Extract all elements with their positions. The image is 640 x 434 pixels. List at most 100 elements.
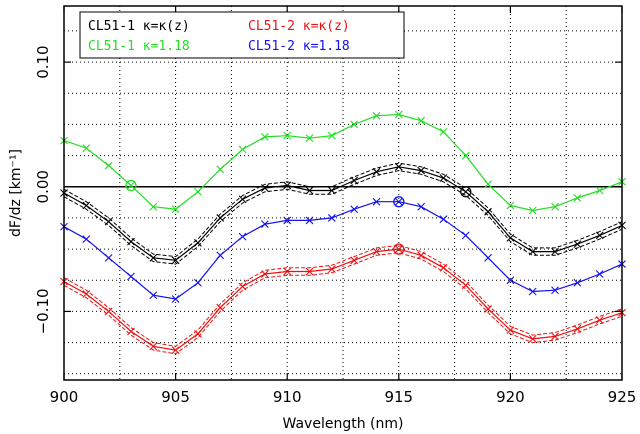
series-1-point-20 <box>506 201 515 210</box>
circled-point-2 <box>393 243 405 255</box>
series-3-line <box>63 201 623 300</box>
series-2-point-8 <box>238 282 247 291</box>
series-0-point-7 <box>216 214 225 222</box>
series-1-point-5 <box>171 205 180 214</box>
series-3-point-16 <box>417 202 426 211</box>
series-0-point-15 <box>394 162 403 171</box>
series-3-point-4 <box>149 291 158 300</box>
series-3-point-2 <box>104 253 113 262</box>
series-1-point-7 <box>216 165 225 174</box>
series-2-point-2 <box>104 307 113 316</box>
series-0-point-23 <box>573 240 582 249</box>
series-0-point-6 <box>194 238 202 247</box>
series-1-line <box>63 113 623 212</box>
legend-entry-1: CL51-1 κ=1.18 <box>88 39 190 54</box>
series-0-point-3 <box>127 237 135 246</box>
series-0-point-19 <box>484 207 492 216</box>
series-2-band-lower <box>63 252 623 355</box>
series-1-point-22 <box>551 202 559 211</box>
series-2-point-20 <box>506 326 515 335</box>
series-3-point-8 <box>238 232 247 241</box>
series-2-point-24 <box>595 316 604 325</box>
series-2-point-18 <box>461 281 470 290</box>
series-3-point-11 <box>305 216 314 225</box>
x-tick-label-5: 925 <box>608 388 637 406</box>
series-1-point-3 <box>127 181 135 190</box>
series-0-point-18 <box>461 187 470 196</box>
series-1-point-15 <box>394 110 403 119</box>
x-tick-label-0: 900 <box>50 388 79 406</box>
series-1-point-12 <box>327 131 336 140</box>
series-0-point-2 <box>104 217 113 226</box>
series-1-point-16 <box>417 116 426 125</box>
series-0-point-21 <box>528 247 537 256</box>
series-2-point-23 <box>573 324 582 333</box>
circled-point-3 <box>393 196 405 208</box>
series-2-point-4 <box>149 342 158 351</box>
series-2-point-16 <box>417 251 426 260</box>
series-2-point-15 <box>394 245 403 253</box>
y-axis-title: dF/dz [km⁻¹] <box>8 149 24 237</box>
series-3 <box>60 197 626 303</box>
legend-entry-0: CL51-1 κ=κ(z) <box>88 19 190 34</box>
circled-point-1 <box>125 179 137 192</box>
series-1-point-8 <box>238 145 247 154</box>
series-1-point-21 <box>528 206 537 215</box>
series-0-point-22 <box>551 247 559 256</box>
series-3-point-12 <box>327 214 336 222</box>
series-2-point-7 <box>216 303 225 312</box>
series-3-point-13 <box>350 205 359 214</box>
series-3-point-6 <box>194 278 202 287</box>
series-3-point-17 <box>439 215 448 224</box>
series-0-line <box>63 166 623 261</box>
legend-box <box>79 11 405 59</box>
legend: CL51-1 κ=κ(z) CL51-1 κ=1.18 CL51-2 κ=κ(z) C… <box>79 11 405 59</box>
ticks: 900 905 910 915 920 925 0.10 0.00 −0.10 <box>34 6 636 406</box>
series-1-point-11 <box>305 134 314 143</box>
series-1-point-6 <box>194 187 202 196</box>
series-0-point-11 <box>305 186 314 195</box>
plot-frame <box>63 5 623 381</box>
x-axis-title: Wavelength (nm) <box>283 416 404 432</box>
series-0-band-lower <box>63 170 623 265</box>
series-2-point-3 <box>127 327 135 336</box>
series-1-point-17 <box>439 128 448 136</box>
series-0-point-24 <box>595 231 604 240</box>
series-layer <box>60 110 626 355</box>
x-tick-label-3: 915 <box>384 388 413 406</box>
series-3-point-14 <box>372 197 381 206</box>
series-1-point-4 <box>149 202 158 211</box>
series-0-band-upper <box>63 162 623 258</box>
series-3-point-7 <box>216 251 225 260</box>
circled-point-0 <box>460 186 472 198</box>
series-0-point-5 <box>171 256 180 265</box>
series-1-point-2 <box>104 161 113 170</box>
series-2-point-10 <box>283 267 292 276</box>
series-0-point-10 <box>283 181 292 190</box>
series-0-point-4 <box>149 253 158 262</box>
series-1-point-14 <box>372 111 381 120</box>
series-2-point-21 <box>528 334 537 343</box>
series-2-point-9 <box>260 270 269 278</box>
series-1-point-10 <box>283 131 292 140</box>
series-1-point-13 <box>350 120 359 129</box>
series-3-point-23 <box>573 278 582 287</box>
series-3-point-3 <box>127 272 135 281</box>
legend-entry-3: CL51-2 κ=1.18 <box>248 39 350 54</box>
series-1 <box>60 110 626 215</box>
series-2-point-14 <box>372 247 381 256</box>
series-1-point-23 <box>573 194 582 202</box>
series-2-point-17 <box>439 263 448 272</box>
series-1-point-19 <box>484 180 492 189</box>
series-2-point-5 <box>171 346 180 354</box>
grid <box>64 6 622 380</box>
series-3-point-1 <box>82 235 91 244</box>
series-2-point-11 <box>305 267 314 276</box>
series-3-point-9 <box>260 220 269 229</box>
series-0-point-14 <box>372 167 381 176</box>
series-2-line <box>63 248 623 351</box>
x-tick-label-4: 920 <box>496 388 525 406</box>
y-tick-label-0: 0.10 <box>34 45 52 78</box>
series-3-point-21 <box>528 287 537 296</box>
x-tick-label-2: 910 <box>273 388 302 406</box>
